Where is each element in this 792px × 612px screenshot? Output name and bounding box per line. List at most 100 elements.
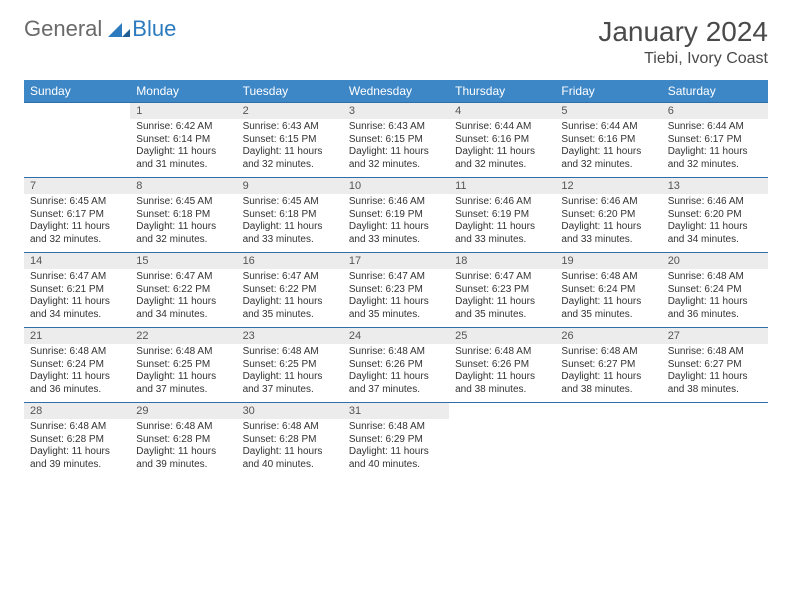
day-number-cell: 24 [343,328,449,345]
daylight-line: Daylight: 11 hours and 35 minutes. [561,296,655,321]
day-info-cell: Sunrise: 6:48 AMSunset: 6:24 PMDaylight:… [24,344,130,403]
day-number-cell: 30 [237,403,343,420]
day-number-row: 21222324252627 [24,328,768,345]
daylight-line: Daylight: 11 hours and 32 minutes. [668,146,762,171]
sunset-line: Sunset: 6:15 PM [243,134,337,147]
day-number-cell: 13 [662,178,768,195]
logo-mark-icon [108,21,130,37]
day-number-cell: 26 [555,328,661,345]
day-number-cell: 9 [237,178,343,195]
sunset-line: Sunset: 6:19 PM [349,209,443,222]
day-number-cell: 7 [24,178,130,195]
day-number-cell: 19 [555,253,661,270]
sunrise-line: Sunrise: 6:42 AM [136,121,230,134]
day-info-cell: Sunrise: 6:47 AMSunset: 6:22 PMDaylight:… [130,269,236,328]
daylight-line: Daylight: 11 hours and 40 minutes. [349,446,443,471]
day-info-cell [662,419,768,477]
day-number-cell: 6 [662,103,768,120]
day-number-cell: 3 [343,103,449,120]
day-number-cell: 10 [343,178,449,195]
sunset-line: Sunset: 6:20 PM [668,209,762,222]
daylight-line: Daylight: 11 hours and 38 minutes. [455,371,549,396]
sunrise-line: Sunrise: 6:45 AM [136,196,230,209]
sunset-line: Sunset: 6:24 PM [561,284,655,297]
daylight-line: Daylight: 11 hours and 37 minutes. [243,371,337,396]
day-number-cell: 28 [24,403,130,420]
sunset-line: Sunset: 6:18 PM [136,209,230,222]
day-info-cell: Sunrise: 6:48 AMSunset: 6:24 PMDaylight:… [555,269,661,328]
day-number-row: 28293031 [24,403,768,420]
day-number-cell: 22 [130,328,236,345]
logo-text-blue: Blue [132,16,176,42]
weekday-header: Monday [130,80,236,103]
day-info-cell: Sunrise: 6:48 AMSunset: 6:29 PMDaylight:… [343,419,449,477]
sunset-line: Sunset: 6:19 PM [455,209,549,222]
sunset-line: Sunset: 6:29 PM [349,434,443,447]
month-title: January 2024 [598,16,768,48]
day-number-cell: 1 [130,103,236,120]
day-info-cell: Sunrise: 6:48 AMSunset: 6:28 PMDaylight:… [237,419,343,477]
day-number-cell: 23 [237,328,343,345]
daylight-line: Daylight: 11 hours and 36 minutes. [30,371,124,396]
sunrise-line: Sunrise: 6:46 AM [561,196,655,209]
sunrise-line: Sunrise: 6:48 AM [349,421,443,434]
sunset-line: Sunset: 6:26 PM [349,359,443,372]
weekday-header: Wednesday [343,80,449,103]
sunrise-line: Sunrise: 6:48 AM [30,421,124,434]
daylight-line: Daylight: 11 hours and 32 minutes. [561,146,655,171]
sunset-line: Sunset: 6:28 PM [30,434,124,447]
daylight-line: Daylight: 11 hours and 32 minutes. [30,221,124,246]
sunset-line: Sunset: 6:23 PM [349,284,443,297]
sunrise-line: Sunrise: 6:43 AM [243,121,337,134]
day-info-cell [449,419,555,477]
day-number-cell: 18 [449,253,555,270]
daylight-line: Daylight: 11 hours and 31 minutes. [136,146,230,171]
daylight-line: Daylight: 11 hours and 33 minutes. [455,221,549,246]
day-number-cell: 4 [449,103,555,120]
sunset-line: Sunset: 6:16 PM [561,134,655,147]
day-number-row: 78910111213 [24,178,768,195]
day-number-row: 123456 [24,103,768,120]
daylight-line: Daylight: 11 hours and 38 minutes. [561,371,655,396]
daylight-line: Daylight: 11 hours and 40 minutes. [243,446,337,471]
daylight-line: Daylight: 11 hours and 32 minutes. [349,146,443,171]
sunrise-line: Sunrise: 6:47 AM [243,271,337,284]
sunset-line: Sunset: 6:23 PM [455,284,549,297]
day-number-cell [24,103,130,120]
sunset-line: Sunset: 6:27 PM [561,359,655,372]
sunrise-line: Sunrise: 6:48 AM [136,421,230,434]
day-info-cell: Sunrise: 6:46 AMSunset: 6:20 PMDaylight:… [662,194,768,253]
day-number-cell [449,403,555,420]
sunrise-line: Sunrise: 6:44 AM [668,121,762,134]
weekday-header: Tuesday [237,80,343,103]
sunrise-line: Sunrise: 6:48 AM [561,271,655,284]
sunset-line: Sunset: 6:24 PM [30,359,124,372]
day-number-cell: 8 [130,178,236,195]
sunrise-line: Sunrise: 6:47 AM [349,271,443,284]
sunset-line: Sunset: 6:22 PM [243,284,337,297]
sunrise-line: Sunrise: 6:48 AM [136,346,230,359]
day-info-cell [24,119,130,178]
day-info-cell: Sunrise: 6:43 AMSunset: 6:15 PMDaylight:… [237,119,343,178]
daylight-line: Daylight: 11 hours and 39 minutes. [136,446,230,471]
day-info-cell: Sunrise: 6:48 AMSunset: 6:24 PMDaylight:… [662,269,768,328]
day-number-row: 14151617181920 [24,253,768,270]
sunset-line: Sunset: 6:25 PM [243,359,337,372]
day-number-cell: 27 [662,328,768,345]
logo: General Blue [24,16,176,42]
daylight-line: Daylight: 11 hours and 32 minutes. [243,146,337,171]
weekday-header-row: Sunday Monday Tuesday Wednesday Thursday… [24,80,768,103]
sunset-line: Sunset: 6:22 PM [136,284,230,297]
daylight-line: Daylight: 11 hours and 37 minutes. [136,371,230,396]
daylight-line: Daylight: 11 hours and 34 minutes. [668,221,762,246]
header: General Blue January 2024 Tiebi, Ivory C… [0,0,792,76]
day-number-cell: 16 [237,253,343,270]
daylight-line: Daylight: 11 hours and 33 minutes. [561,221,655,246]
day-number-cell: 20 [662,253,768,270]
daylight-line: Daylight: 11 hours and 35 minutes. [349,296,443,321]
calendar-table: Sunday Monday Tuesday Wednesday Thursday… [24,80,768,477]
sunset-line: Sunset: 6:28 PM [243,434,337,447]
weekday-header: Saturday [662,80,768,103]
day-info-row: Sunrise: 6:47 AMSunset: 6:21 PMDaylight:… [24,269,768,328]
day-info-cell: Sunrise: 6:46 AMSunset: 6:19 PMDaylight:… [343,194,449,253]
